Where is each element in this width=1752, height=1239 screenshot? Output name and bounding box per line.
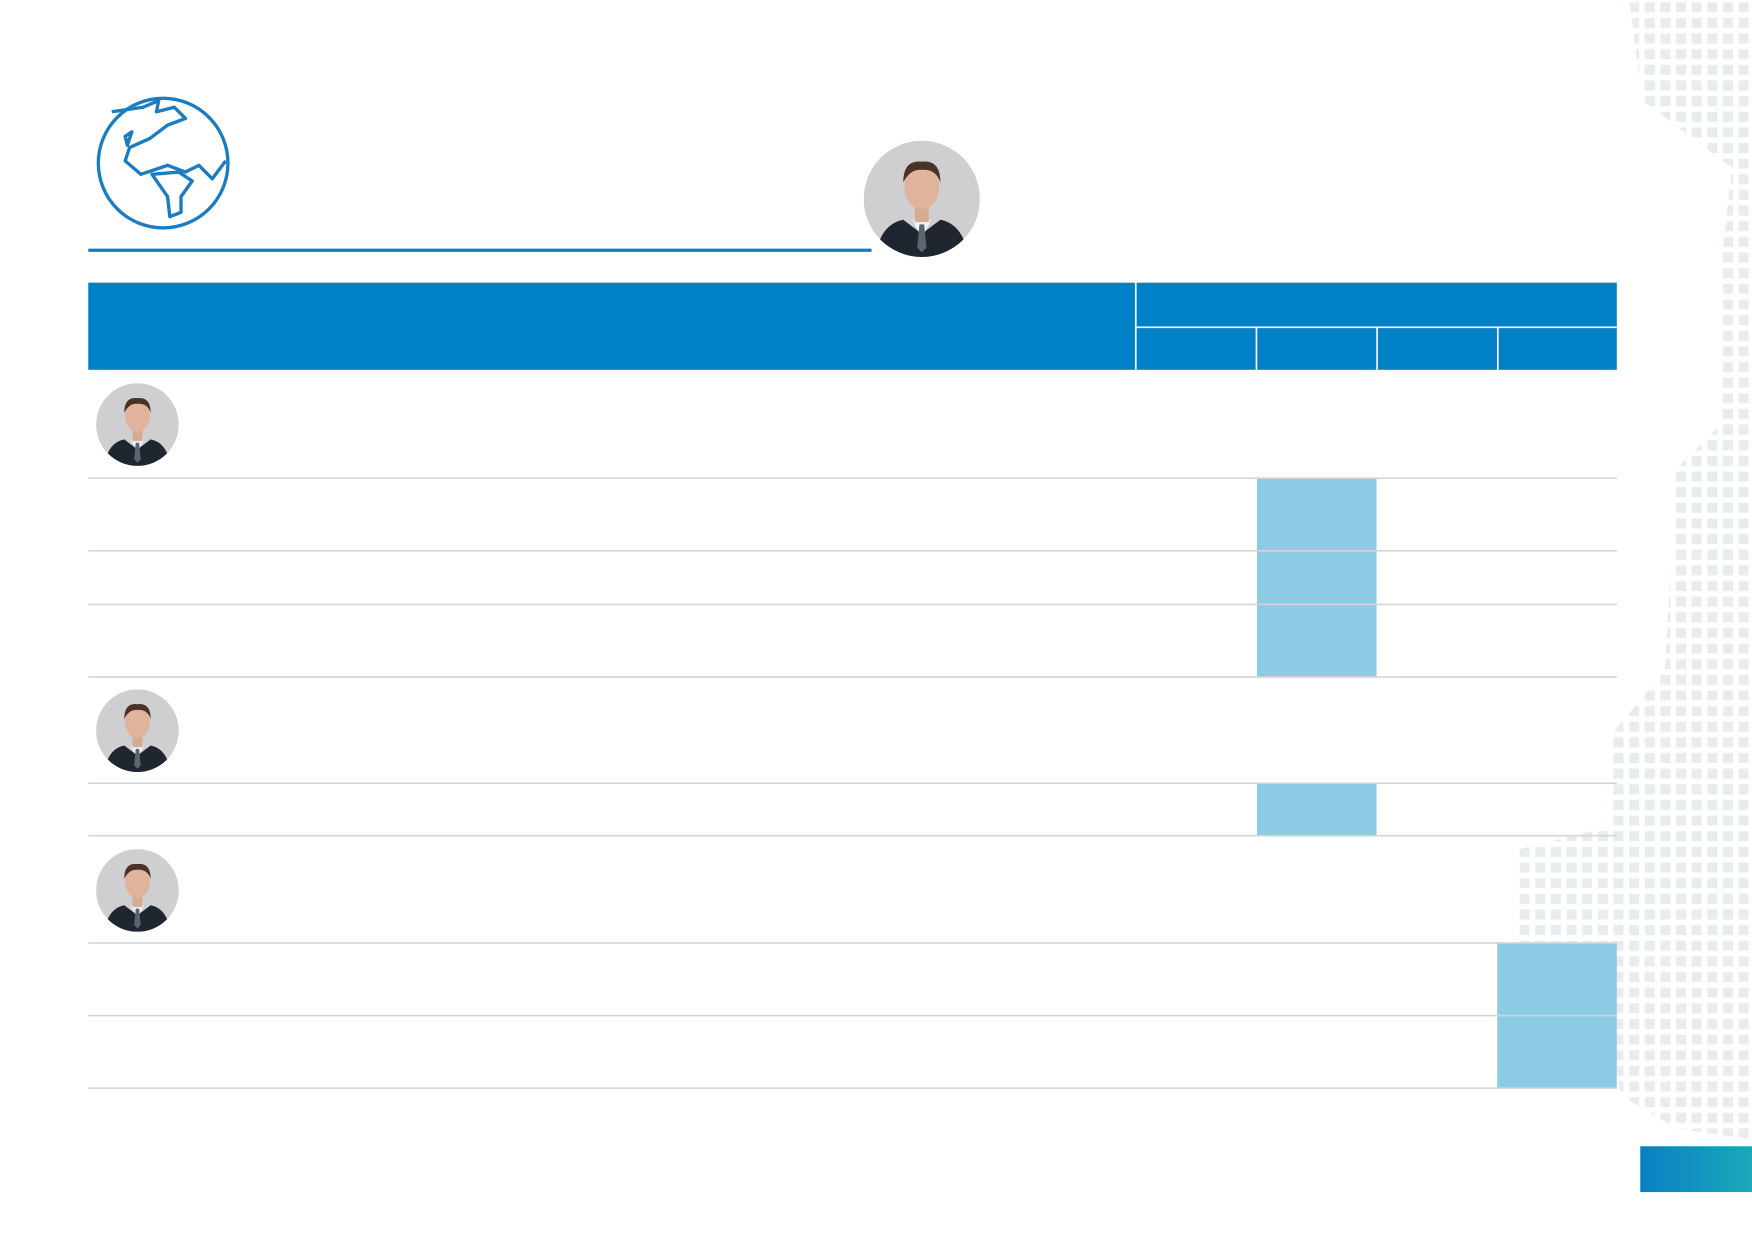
table-header bbox=[88, 282, 1617, 370]
highlight-cell bbox=[1257, 478, 1377, 678]
row-portrait bbox=[96, 689, 179, 772]
highlight-cells bbox=[1257, 478, 1617, 1089]
header-dividers bbox=[1134, 282, 1617, 370]
row-portrait bbox=[96, 849, 179, 932]
page-tab bbox=[1640, 1146, 1752, 1193]
portrait-photo bbox=[864, 141, 980, 257]
globe-icon bbox=[96, 96, 230, 230]
highlight-cell bbox=[1257, 783, 1377, 836]
row-portrait bbox=[96, 383, 179, 466]
row-lines bbox=[88, 477, 1617, 1090]
decorative-pattern bbox=[1519, 0, 1752, 1140]
